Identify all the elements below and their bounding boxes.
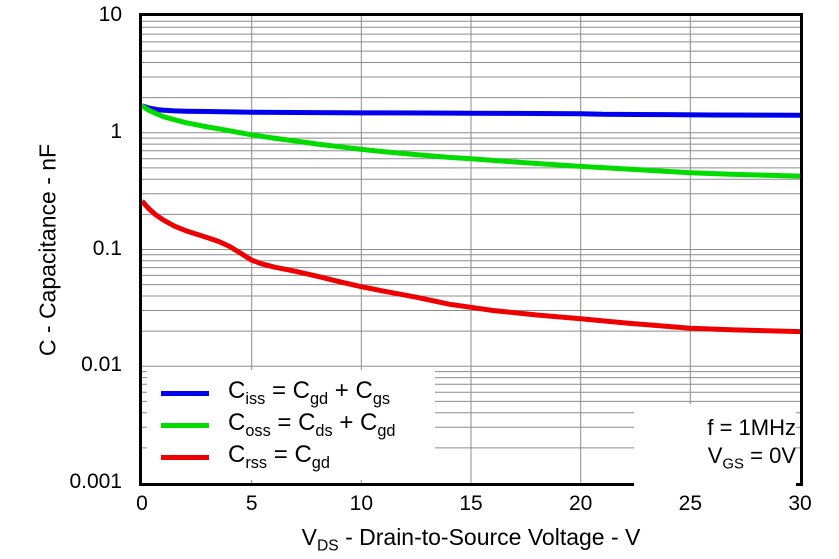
x-tick-label: 5 bbox=[245, 492, 258, 515]
legend-item-crss: Crss = Cgd bbox=[147, 441, 435, 472]
annotation-frequency: f = 1MHz bbox=[707, 415, 796, 440]
y-tick-label: 0.01 bbox=[81, 353, 122, 377]
annotation-vgs: VGS = 0V bbox=[707, 443, 796, 473]
x-tick-label: 15 bbox=[459, 492, 483, 515]
x-tick-label: 30 bbox=[788, 492, 812, 515]
plot-area: Ciss = Cgd + Cgs Coss = Cds + Cgd Crss =… bbox=[139, 13, 803, 486]
x-tick-label: 10 bbox=[349, 492, 373, 515]
x-axis-title: VDS - Drain-to-Source Voltage - V bbox=[301, 524, 641, 555]
x-tick-label: 25 bbox=[678, 492, 702, 515]
y-tick-label: 0.1 bbox=[92, 236, 122, 260]
test-conditions-annotation: f = 1MHz VGS = 0V bbox=[634, 404, 796, 486]
ciss-line-swatch bbox=[161, 390, 209, 396]
curve-Ciss bbox=[142, 103, 800, 118]
curve-Crss bbox=[142, 199, 800, 335]
crss-line-swatch bbox=[161, 454, 209, 460]
legend-item-ciss: Ciss = Cgd + Cgs bbox=[147, 377, 435, 408]
y-tick-label: 0.001 bbox=[69, 470, 122, 493]
legend-item-coss: Coss = Cds + Cgd bbox=[147, 409, 435, 440]
y-tick-label: 10 bbox=[98, 3, 122, 26]
x-tick-label: 0 bbox=[136, 492, 148, 515]
legend: Ciss = Cgd + Cgs Coss = Cds + Cgd Crss =… bbox=[147, 370, 435, 480]
legend-label-coss: Coss = Cds + Cgd bbox=[228, 409, 396, 440]
y-tick-label: 1 bbox=[110, 119, 122, 143]
legend-label-crss: Crss = Cgd bbox=[228, 441, 330, 472]
legend-label-ciss: Ciss = Cgd + Cgs bbox=[228, 377, 391, 408]
x-tick-label: 20 bbox=[568, 492, 593, 515]
curve-Coss bbox=[142, 103, 800, 179]
coss-line-swatch bbox=[161, 422, 209, 428]
